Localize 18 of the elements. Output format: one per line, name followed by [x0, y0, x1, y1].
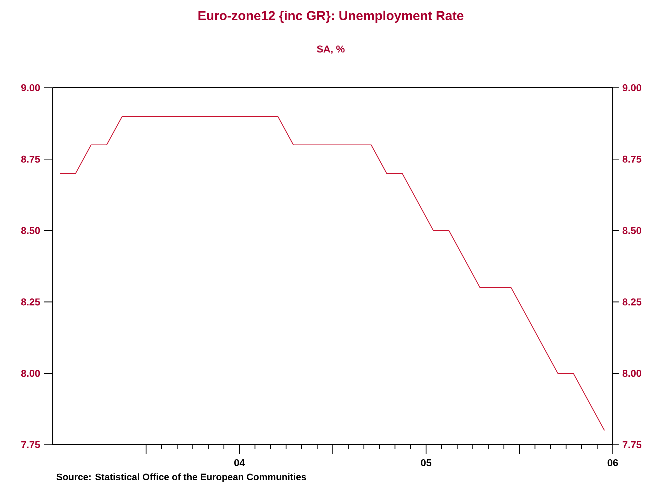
chart-title: Euro-zone12 {inc GR}: Unemployment Rate — [198, 10, 464, 24]
y2-tick-label: 8.25 — [622, 298, 642, 306]
y-tick-label: 8.50 — [21, 227, 40, 234]
x-tick-label: 04 — [234, 459, 246, 467]
x-tick-label: 05 — [421, 459, 432, 467]
x-tick-label: 06 — [608, 459, 618, 467]
y2-tick-label: 8.75 — [622, 156, 642, 163]
y-tick-label: 8.75 — [21, 156, 40, 163]
y-tick-label: 8.00 — [21, 370, 40, 378]
y-tick-label: 9.00 — [21, 84, 40, 92]
y2-tick-label: 7.75 — [622, 442, 642, 448]
y2-tick-label: 8.50 — [622, 227, 642, 234]
chart-subtitle: SA, % — [317, 46, 345, 54]
y-tick-label: 8.25 — [21, 298, 40, 306]
y-tick-label: 7.75 — [22, 442, 40, 448]
source-note: Source: Statistical Office of the European Communities — [56, 474, 306, 482]
y2-tick-label: 8.00 — [622, 370, 642, 378]
y2-tick-label: 9.00 — [622, 84, 642, 92]
